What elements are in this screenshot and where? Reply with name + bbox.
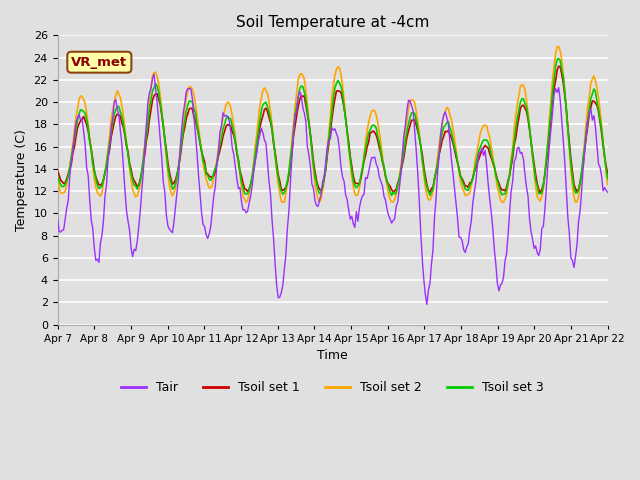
Legend: Tair, Tsoil set 1, Tsoil set 2, Tsoil set 3: Tair, Tsoil set 1, Tsoil set 2, Tsoil se… <box>116 376 548 399</box>
Title: Soil Temperature at -4cm: Soil Temperature at -4cm <box>236 15 429 30</box>
X-axis label: Time: Time <box>317 349 348 362</box>
Y-axis label: Temperature (C): Temperature (C) <box>15 129 28 231</box>
Text: VR_met: VR_met <box>71 56 127 69</box>
